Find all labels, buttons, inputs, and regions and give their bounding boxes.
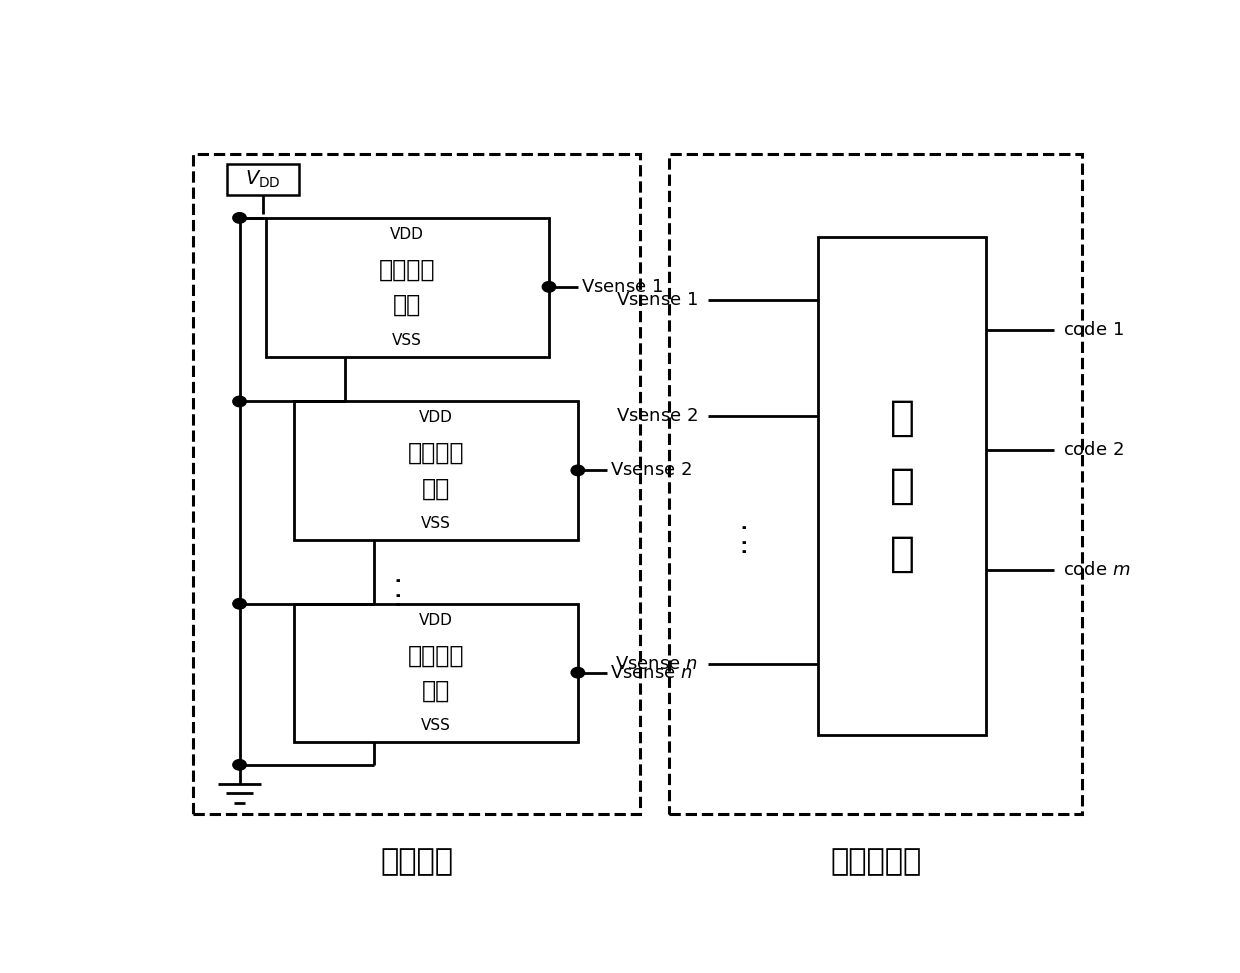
Circle shape	[233, 760, 247, 770]
Text: 基本检测
单元: 基本检测 单元	[408, 643, 464, 703]
Text: Vsense $\mathit{2}$: Vsense $\mathit{2}$	[610, 461, 692, 480]
Bar	[227, 164, 299, 196]
Text: VSS: VSS	[422, 516, 451, 531]
Circle shape	[542, 281, 556, 292]
Circle shape	[233, 598, 247, 609]
Text: VDD: VDD	[419, 613, 453, 628]
Text: $\cdot\!\cdot\!\cdot$: $\cdot\!\cdot\!\cdot$	[732, 523, 760, 557]
Text: code $\mathit{2}$: code $\mathit{2}$	[1063, 441, 1123, 459]
Text: Vsense $\mathit{2}$: Vsense $\mathit{2}$	[616, 408, 698, 425]
Circle shape	[572, 465, 584, 476]
Text: VSS: VSS	[392, 333, 422, 347]
Bar	[294, 603, 578, 742]
Text: $\it{V}_{\rm{DD}}$: $\it{V}_{\rm{DD}}$	[246, 169, 281, 191]
Bar	[193, 154, 640, 813]
Text: VDD: VDD	[391, 227, 424, 242]
Text: VDD: VDD	[419, 411, 453, 425]
Text: 编
码
器: 编 码 器	[889, 396, 915, 575]
Circle shape	[572, 667, 584, 678]
Bar	[670, 154, 1083, 813]
Circle shape	[233, 396, 247, 407]
Bar	[818, 236, 986, 735]
Text: 检测阵列: 检测阵列	[381, 847, 454, 877]
Text: $\cdot\!\cdot\!\cdot$: $\cdot\!\cdot\!\cdot$	[386, 576, 414, 609]
Text: Vsense $\mathit{n}$: Vsense $\mathit{n}$	[615, 655, 698, 672]
Text: code $\mathit{1}$: code $\mathit{1}$	[1063, 321, 1123, 340]
Text: Vsense $\mathit{n}$: Vsense $\mathit{n}$	[610, 664, 692, 682]
Bar	[265, 218, 549, 356]
Circle shape	[233, 213, 247, 223]
Bar	[294, 402, 578, 540]
Text: Vsense $\mathit{1}$: Vsense $\mathit{1}$	[616, 291, 698, 309]
Text: 基本检测
单元: 基本检测 单元	[379, 258, 435, 317]
Text: Vsense $\mathit{1}$: Vsense $\mathit{1}$	[580, 278, 663, 296]
Text: 编码器模块: 编码器模块	[830, 847, 921, 877]
Text: code $\mathit{m}$: code $\mathit{m}$	[1063, 561, 1131, 579]
Text: VSS: VSS	[422, 718, 451, 734]
Text: 基本检测
单元: 基本检测 单元	[408, 441, 464, 500]
